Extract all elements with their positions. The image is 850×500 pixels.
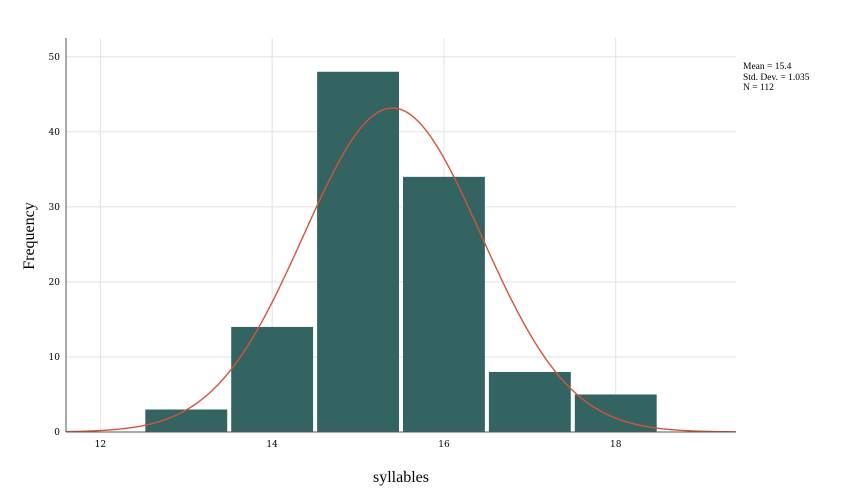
y-tick-label: 30: [49, 203, 61, 213]
x-axis-title: syllables: [373, 469, 429, 486]
x-tick-label: 14: [266, 440, 278, 450]
axis-layer: 0 10 20 30 40 50 12 14 16 18: [49, 38, 736, 450]
histogram-bar: [317, 71, 399, 433]
stats-n: N = 112: [743, 83, 774, 93]
x-tick-label: 16: [438, 440, 450, 450]
histogram-bar: [403, 176, 485, 432]
stats-std-dev: Std. Dev. = 1.035: [743, 72, 810, 83]
y-tick-label: 10: [49, 353, 61, 363]
bar-layer: [145, 71, 657, 433]
histogram-bar: [231, 326, 314, 432]
stats-mean: Mean = 15.4: [743, 62, 792, 72]
grid-layer: [66, 38, 736, 432]
y-tick-label: 50: [49, 53, 61, 63]
stats-legend: Mean = 15.4 Std. Dev. = 1.035 N = 112: [743, 62, 810, 94]
y-tick-label: 20: [49, 278, 61, 288]
x-tick-label: 18: [610, 440, 622, 450]
histogram-bar: [145, 409, 228, 432]
y-axis-title: Frequency: [21, 202, 38, 270]
x-tick-label: 12: [95, 440, 106, 450]
y-tick-label: 40: [49, 128, 61, 138]
y-tick-label: 0: [54, 428, 60, 438]
histogram-bar: [488, 371, 571, 432]
normal-curve: [65, 107, 737, 433]
